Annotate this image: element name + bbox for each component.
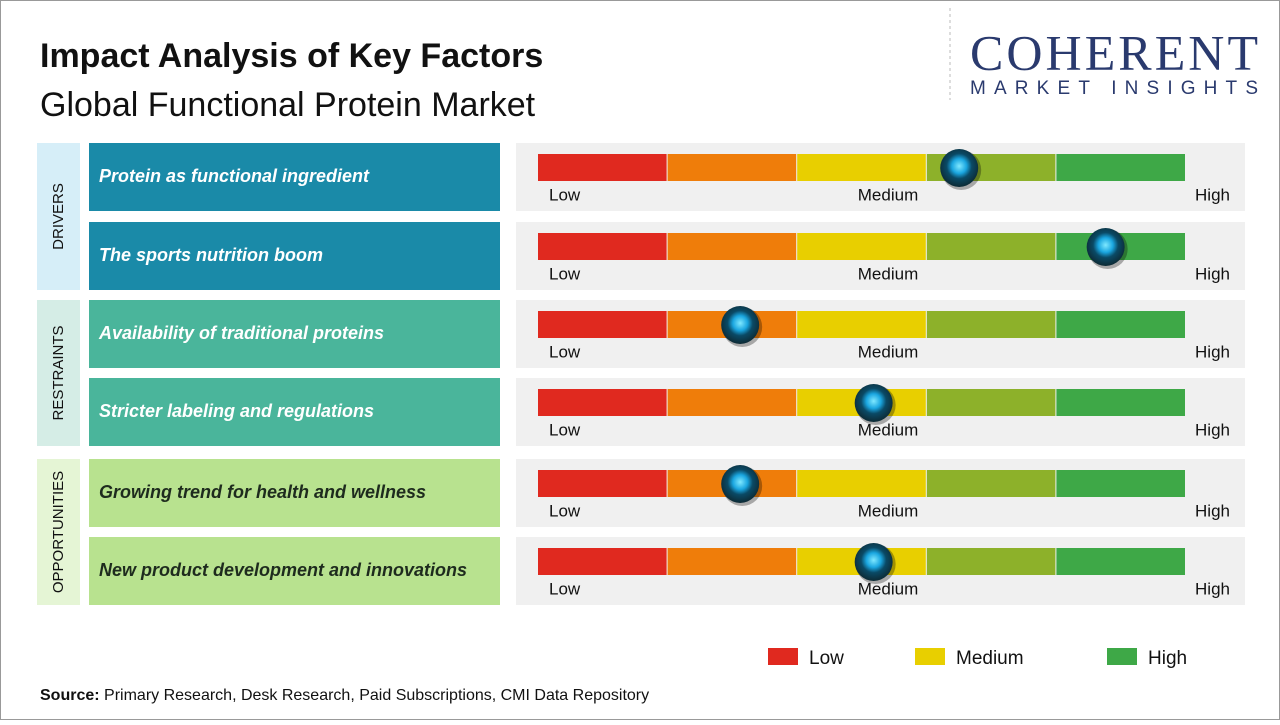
legend-swatch xyxy=(1107,648,1137,665)
gauge-segment xyxy=(1056,389,1185,416)
scale-label: Medium xyxy=(858,501,918,520)
knob xyxy=(1086,228,1125,266)
gauge-segment xyxy=(667,154,797,181)
knob xyxy=(854,384,893,422)
group-band xyxy=(37,300,80,446)
knob xyxy=(940,149,979,187)
gauge-segment xyxy=(538,311,667,338)
scale-label: Medium xyxy=(858,420,918,439)
gauge-segment xyxy=(926,311,1056,338)
scale-label: Medium xyxy=(858,185,918,204)
knob xyxy=(721,306,760,344)
factor-box xyxy=(89,378,500,446)
factor-label: Growing trend for health and wellness xyxy=(99,482,426,502)
gauge-segment xyxy=(797,154,926,181)
factor-label: Protein as functional ingredient xyxy=(99,166,370,186)
knob xyxy=(854,543,893,581)
legend-label: Medium xyxy=(956,648,1024,669)
factor-box xyxy=(89,300,500,368)
scale-label: Low xyxy=(549,264,581,283)
gauge-segment xyxy=(667,548,797,575)
gauge-segment xyxy=(538,389,667,416)
gauge-segment xyxy=(1056,548,1185,575)
subtitle: Global Functional Protein Market xyxy=(40,86,536,124)
gauge-segment xyxy=(797,311,926,338)
gauge-segment xyxy=(538,154,667,181)
gauge-segment xyxy=(538,470,667,497)
scale-label: Low xyxy=(549,420,581,439)
scale-label: Medium xyxy=(858,342,918,361)
legend-label: Low xyxy=(809,648,844,669)
scale-label: Medium xyxy=(858,264,918,283)
scale-label: Low xyxy=(549,579,581,598)
source-text: Primary Research, Desk Research, Paid Su… xyxy=(104,687,649,704)
gauge-segment xyxy=(926,233,1056,260)
factor-box xyxy=(89,459,500,527)
gauge-segment xyxy=(926,548,1056,575)
gauge-segment xyxy=(538,233,667,260)
group-label: RESTRAINTS xyxy=(50,325,67,420)
scale-label: Low xyxy=(549,342,581,361)
impact-knob xyxy=(721,306,763,347)
legend-swatch xyxy=(915,648,945,665)
gauge-segment xyxy=(667,233,797,260)
impact-knob xyxy=(940,149,982,190)
scale-label: High xyxy=(1195,579,1230,598)
knob xyxy=(721,465,760,503)
gauge-segment xyxy=(538,548,667,575)
gauge-segment xyxy=(667,389,797,416)
impact-knob xyxy=(854,384,896,425)
impact-knob xyxy=(854,543,896,584)
scale-label: High xyxy=(1195,342,1230,361)
impact-knob xyxy=(1086,228,1128,269)
group-label: DRIVERS xyxy=(50,183,67,250)
gauge-segment xyxy=(797,233,926,260)
scale-label: High xyxy=(1195,501,1230,520)
factor-label: The sports nutrition boom xyxy=(99,245,323,265)
logo-name: COHERENT xyxy=(970,24,1258,80)
group-label: OPPORTUNITIES xyxy=(50,471,67,593)
scale-label: Low xyxy=(549,501,581,520)
impact-knob xyxy=(721,465,763,506)
logo-tagline: MARKET INSIGHTS xyxy=(970,78,1258,99)
scale-label: High xyxy=(1195,420,1230,439)
title: Impact Analysis of Key Factors xyxy=(40,37,543,75)
group-band xyxy=(37,143,80,290)
gauge-segment xyxy=(926,389,1056,416)
gauge-segment xyxy=(1056,311,1185,338)
gauge-segment xyxy=(797,470,926,497)
gauge-segment xyxy=(1056,154,1185,181)
scale-label: High xyxy=(1195,264,1230,283)
factor-box xyxy=(89,537,500,605)
scale-label: Medium xyxy=(858,579,918,598)
factor-box xyxy=(89,222,500,290)
source: Source: Primary Research, Desk Research,… xyxy=(40,687,649,704)
factor-label: New product development and innovations xyxy=(99,560,467,580)
legend-swatch xyxy=(768,648,798,665)
factor-box xyxy=(89,143,500,211)
gauge-segment xyxy=(926,470,1056,497)
scale-label: High xyxy=(1195,185,1230,204)
factor-label: Stricter labeling and regulations xyxy=(99,401,374,421)
source-label: Source: xyxy=(40,687,100,704)
factor-label: Availability of traditional proteins xyxy=(98,323,384,343)
group-band xyxy=(37,459,80,605)
scale-label: Low xyxy=(549,185,581,204)
legend-label: High xyxy=(1148,648,1187,669)
gauge-segment xyxy=(1056,470,1185,497)
